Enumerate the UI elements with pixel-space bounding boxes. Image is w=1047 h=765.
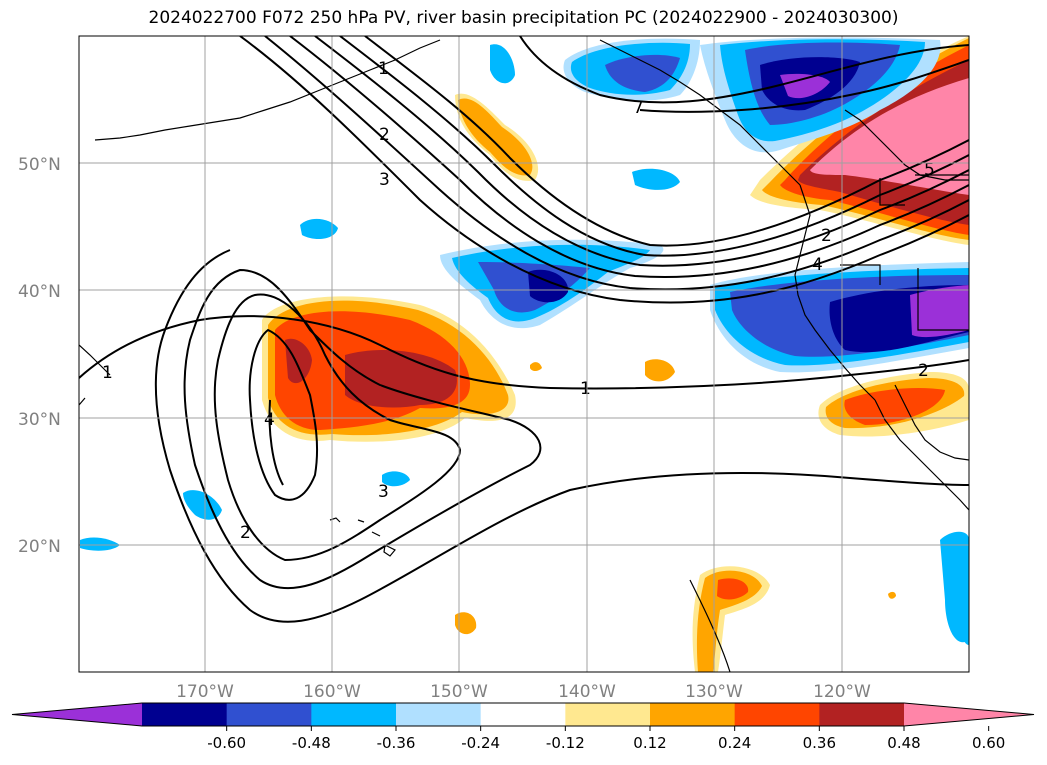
longitude-labels: 170°W 160°W 150°W 140°W 130°W 120°W (176, 682, 871, 702)
positive-anomaly-baja (818, 372, 969, 437)
latitude-labels: 50°N 40°N 30°N 20°N (18, 155, 61, 557)
figure-title: 2024022700 F072 250 hPa PV, river basin … (148, 8, 899, 28)
colorbar-tick-label: 0.36 (803, 734, 836, 752)
lon-label: 140°W (558, 682, 616, 702)
lon-label: 150°W (430, 682, 488, 702)
lon-label: 120°W (813, 682, 871, 702)
colorbar-segment (650, 703, 736, 726)
colorbar-outline (11, 702, 1035, 727)
positive-anomaly-northwest-us (750, 36, 969, 245)
coastlines (79, 39, 969, 672)
contour-label: 3 (378, 482, 389, 502)
colorbar-segment (480, 703, 566, 726)
colorbar-tick-label: 0.12 (633, 734, 666, 752)
lat-label: 20°N (18, 537, 61, 557)
contour-label: 5 (924, 160, 935, 180)
pv-contours (79, 36, 969, 623)
colorbar-segment (734, 703, 820, 726)
contour-label: 4 (812, 255, 823, 275)
colorbar-tick-label: -0.24 (461, 734, 500, 752)
contour-label: 4 (264, 410, 275, 430)
colorbar-tick-label: 0.48 (887, 734, 920, 752)
colorbar-segment (311, 703, 397, 726)
colorbar-extend-max (904, 703, 1034, 726)
colorbar-segment (565, 703, 651, 726)
colorbar: -0.60 -0.48 -0.36 -0.24 -0.12 0.12 0.24 0.36 0.4… (11, 702, 1035, 752)
colorbar-segment (819, 703, 905, 726)
small-anomaly-patches (80, 44, 969, 645)
colorbar-tick-label: 0.60 (972, 734, 1005, 752)
contour-label: 1 (378, 59, 389, 79)
lon-label: 130°W (685, 682, 743, 702)
colorbar-segment (396, 703, 482, 726)
contour-label: 3 (379, 170, 390, 190)
contour-label: 7 (633, 98, 644, 118)
contour-label: 2 (379, 125, 390, 145)
graticule (79, 36, 969, 672)
contour-label: 1 (102, 363, 113, 383)
lat-label: 40°N (18, 282, 61, 302)
lat-label: 30°N (18, 410, 61, 430)
lat-label: 50°N (18, 155, 61, 175)
contour-label: 2 (240, 523, 251, 543)
colorbar-segment (142, 703, 228, 726)
contour-label: 1 (580, 379, 591, 399)
map-frame (78, 35, 970, 673)
positive-anomaly-tropical (692, 566, 770, 672)
negative-anomaly-alaska (563, 38, 700, 101)
colorbar-tick-label: -0.36 (377, 734, 416, 752)
lon-label: 160°W (303, 682, 361, 702)
contour-labels: 1 2 3 7 1 3 4 2 1 5 2 4 2 (102, 59, 935, 543)
contour-label: 2 (821, 226, 832, 246)
colorbar-tick-label: -0.48 (292, 734, 331, 752)
colorbar-tick-label: -0.12 (546, 734, 585, 752)
contour-label: 2 (918, 361, 929, 381)
colorbar-tick-label: -0.60 (207, 734, 246, 752)
lon-label: 170°W (176, 682, 234, 702)
map-content: 1 2 3 7 1 3 4 2 1 5 2 4 2 (79, 36, 969, 672)
colorbar-segment (226, 703, 312, 726)
colorbar-extend-min (12, 703, 142, 726)
colorbar-tick-label: 0.24 (718, 734, 751, 752)
